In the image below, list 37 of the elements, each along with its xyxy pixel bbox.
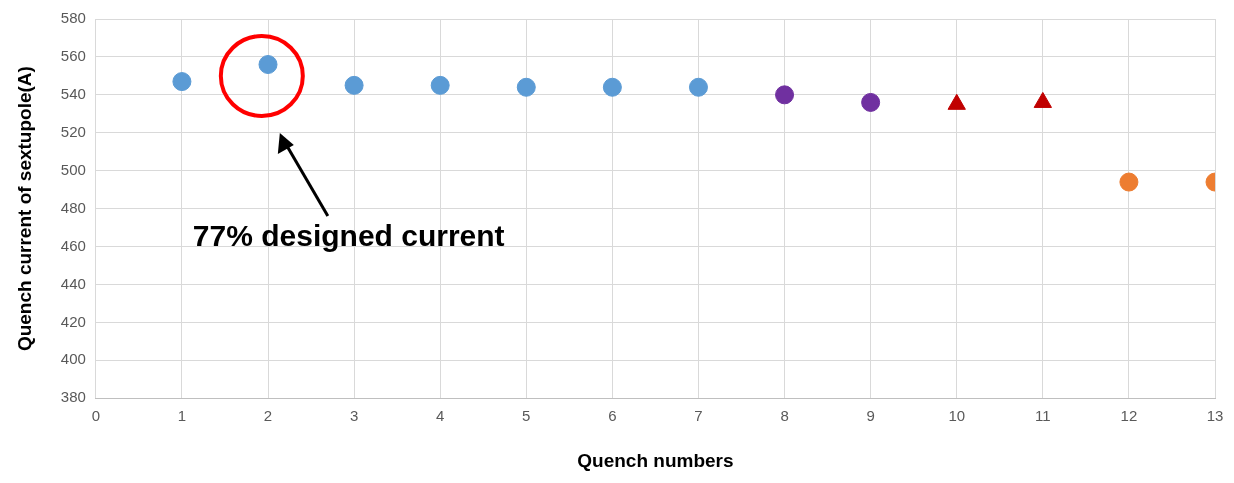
x-tick-label: 3: [349, 407, 359, 425]
y-axis-title: Quench current of sextupole(A): [13, 66, 35, 352]
y-tick-label: 420: [60, 312, 86, 330]
y-tick-label: 380: [60, 388, 86, 406]
x-axis-title: Quench numbers: [577, 449, 734, 471]
y-tick-label: 460: [60, 236, 86, 254]
x-tick-label: 13: [1206, 407, 1224, 425]
point: [430, 75, 450, 95]
x-tick-label: 8: [780, 407, 789, 425]
x-tick-label: 10: [948, 407, 966, 425]
point: [344, 75, 364, 95]
point: [861, 92, 881, 112]
point: [516, 77, 536, 97]
x-tick-label: 11: [1035, 407, 1051, 425]
y-tick-label: 580: [60, 9, 86, 27]
x-tick-label: 2: [263, 407, 273, 425]
y-tick-label: 560: [60, 47, 86, 65]
y-tick-label: 400: [60, 350, 86, 368]
x-tick-label: 6: [608, 407, 617, 425]
y-tick-label: 440: [60, 274, 86, 292]
point: [688, 77, 708, 97]
x-tick-label: 7: [694, 407, 703, 425]
x-tick-label: 9: [866, 407, 875, 425]
x-tick-label: 1: [177, 407, 187, 425]
point: [172, 72, 192, 92]
x-tick-label: 4: [436, 407, 445, 425]
point: [258, 55, 278, 74]
x-tick-label: 5: [522, 407, 531, 425]
x-tick-label: 0: [91, 407, 100, 425]
annotation: 77% designed current: [192, 219, 505, 253]
y-tick-label: 540: [60, 84, 86, 102]
y-tick-label: 480: [60, 198, 86, 216]
y-tick-label: 520: [60, 122, 86, 140]
x-tick-label: 12: [1120, 407, 1138, 425]
y-tick-label: 500: [60, 160, 86, 178]
point: [775, 85, 795, 105]
point: [602, 77, 622, 97]
